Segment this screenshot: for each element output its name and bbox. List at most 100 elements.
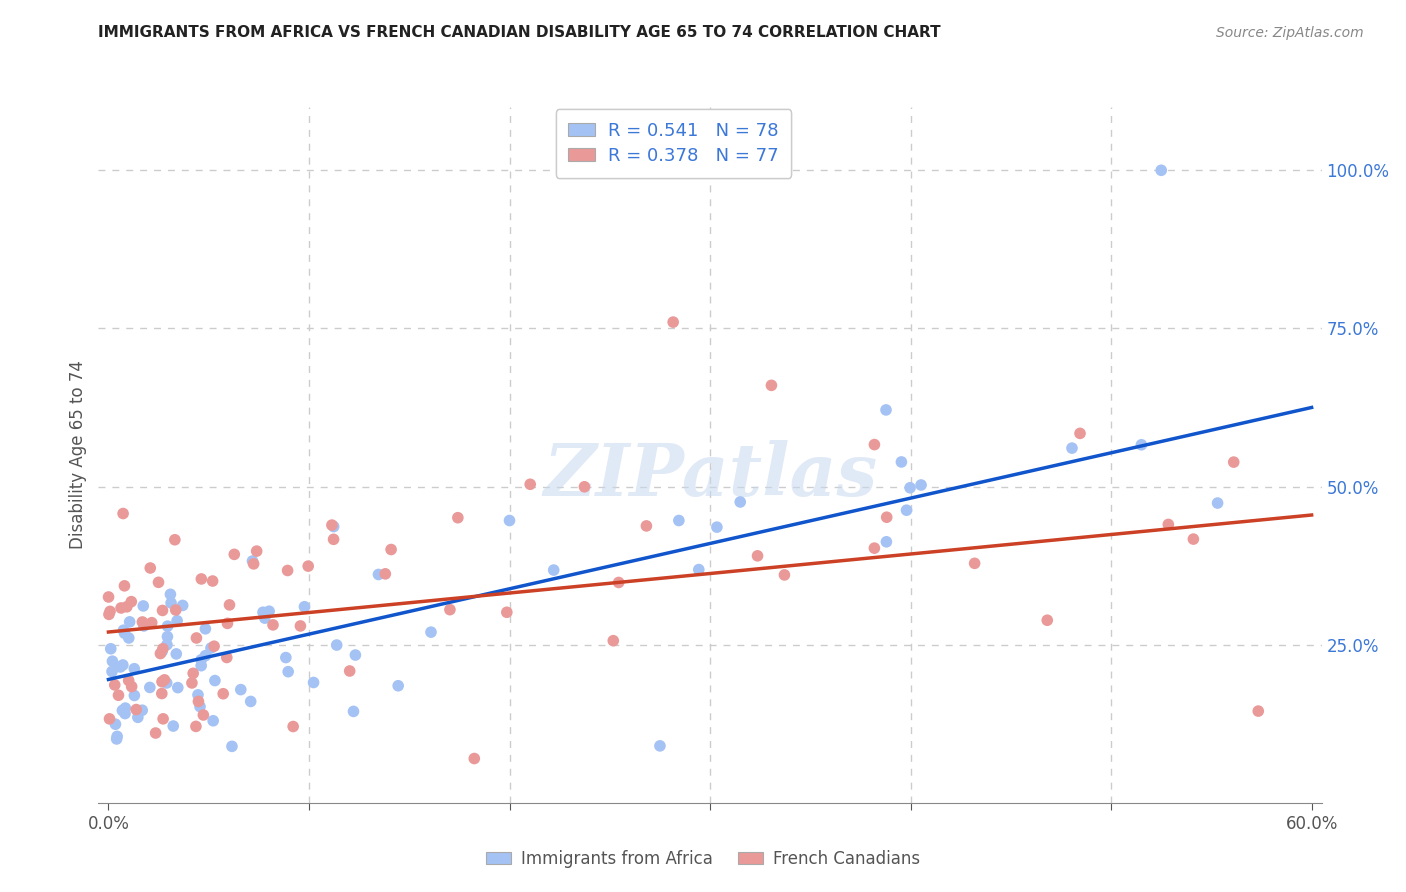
Point xyxy=(283,719,305,733)
Point xyxy=(367,567,389,582)
Point xyxy=(302,675,325,690)
Point xyxy=(156,630,179,644)
Point xyxy=(121,680,143,694)
Point xyxy=(274,650,297,665)
Point xyxy=(163,533,186,547)
Point xyxy=(910,478,932,492)
Point xyxy=(114,626,136,640)
Point xyxy=(165,603,187,617)
Point xyxy=(110,660,132,674)
Point xyxy=(100,641,122,656)
Point xyxy=(224,547,246,561)
Point xyxy=(262,618,284,632)
Point xyxy=(229,682,252,697)
Point xyxy=(124,689,146,703)
Point xyxy=(194,622,217,636)
Legend: Immigrants from Africa, French Canadians: Immigrants from Africa, French Canadians xyxy=(479,844,927,875)
Point xyxy=(156,619,179,633)
Point xyxy=(706,520,728,534)
Point xyxy=(194,648,217,663)
Point xyxy=(124,662,146,676)
Point xyxy=(127,710,149,724)
Point xyxy=(321,518,343,533)
Point xyxy=(1130,438,1153,452)
Point xyxy=(166,614,188,628)
Point xyxy=(662,315,685,329)
Point xyxy=(322,533,344,547)
Point xyxy=(101,665,124,679)
Point xyxy=(150,674,173,689)
Point xyxy=(187,694,209,708)
Point xyxy=(125,702,148,716)
Point xyxy=(636,519,658,533)
Point xyxy=(131,615,153,629)
Point xyxy=(188,699,211,714)
Point xyxy=(104,717,127,731)
Point xyxy=(166,681,188,695)
Point xyxy=(162,719,184,733)
Point xyxy=(165,647,187,661)
Point xyxy=(876,510,898,524)
Point xyxy=(217,616,239,631)
Point xyxy=(896,503,918,517)
Point xyxy=(156,676,179,690)
Point xyxy=(1036,613,1059,627)
Point xyxy=(202,639,225,653)
Point xyxy=(447,510,470,524)
Y-axis label: Disability Age 65 to 74: Disability Age 65 to 74 xyxy=(69,360,87,549)
Point xyxy=(184,719,207,733)
Point xyxy=(890,455,912,469)
Point xyxy=(344,648,367,662)
Point xyxy=(1247,704,1270,718)
Text: IMMIGRANTS FROM AFRICA VS FRENCH CANADIAN DISABILITY AGE 65 TO 74 CORRELATION CH: IMMIGRANTS FROM AFRICA VS FRENCH CANADIA… xyxy=(98,25,941,40)
Point xyxy=(898,481,921,495)
Point xyxy=(212,687,235,701)
Point xyxy=(190,658,212,673)
Point xyxy=(773,568,796,582)
Point xyxy=(1150,163,1173,178)
Point xyxy=(574,480,596,494)
Point xyxy=(747,549,769,563)
Point xyxy=(322,519,344,533)
Point xyxy=(145,726,167,740)
Point xyxy=(139,561,162,575)
Point xyxy=(181,676,204,690)
Point xyxy=(139,681,162,695)
Point xyxy=(1069,426,1091,441)
Point xyxy=(342,705,364,719)
Point xyxy=(153,673,176,687)
Point xyxy=(1206,496,1229,510)
Point xyxy=(242,554,264,568)
Point xyxy=(1182,532,1205,546)
Point xyxy=(160,596,183,610)
Point xyxy=(186,631,208,645)
Point xyxy=(439,602,461,616)
Point xyxy=(728,495,751,509)
Point xyxy=(120,594,142,608)
Point xyxy=(863,541,886,555)
Point xyxy=(112,624,135,638)
Point xyxy=(200,640,222,655)
Point xyxy=(875,534,897,549)
Point xyxy=(190,572,212,586)
Point xyxy=(141,615,163,630)
Point xyxy=(118,673,141,688)
Point xyxy=(187,688,209,702)
Point xyxy=(761,378,783,392)
Point xyxy=(875,403,897,417)
Point xyxy=(277,564,299,578)
Point xyxy=(519,477,541,491)
Point xyxy=(1157,517,1180,532)
Point xyxy=(246,544,269,558)
Point xyxy=(105,730,128,744)
Point xyxy=(602,633,624,648)
Point xyxy=(190,653,212,667)
Point xyxy=(339,664,361,678)
Point xyxy=(152,603,174,617)
Point xyxy=(387,679,409,693)
Point xyxy=(204,673,226,688)
Point xyxy=(277,665,299,679)
Point xyxy=(152,712,174,726)
Point xyxy=(110,601,132,615)
Point xyxy=(156,638,179,652)
